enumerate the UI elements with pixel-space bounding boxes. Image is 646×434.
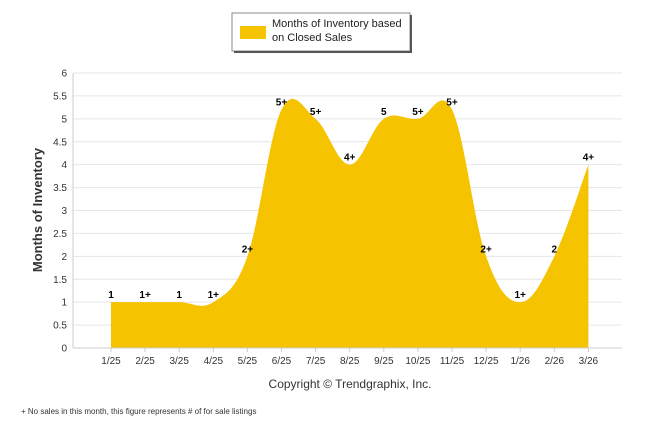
- data-labels: 1 1+ 1 1+ 2+ 5+ 5+ 4+ 5 5+ 5+ 2+ 1+ 2 4+: [108, 98, 595, 301]
- data-label: 1+: [514, 290, 526, 301]
- y-tick-label: 5.5: [53, 91, 67, 102]
- data-label: 2+: [480, 244, 492, 255]
- data-label: 5+: [412, 107, 424, 118]
- data-label: 1+: [139, 290, 151, 301]
- y-tick-label: 5: [61, 114, 67, 125]
- y-tick-label: 1.5: [53, 275, 67, 286]
- y-tick-label: 3: [61, 206, 67, 217]
- x-tick-label: 12/25: [474, 356, 499, 367]
- x-tick-label: 1/25: [101, 356, 121, 367]
- legend-label-line-1: Months of Inventory based: [272, 18, 402, 30]
- y-axis-title: Months of Inventory: [30, 147, 45, 272]
- data-label: 2+: [242, 244, 254, 255]
- data-label: 5: [381, 107, 387, 118]
- legend-shadow-right: [410, 15, 412, 53]
- legend: Months of Inventory based on Closed Sale…: [231, 12, 412, 53]
- y-tick-label: 2.5: [53, 229, 67, 240]
- data-label: 5+: [310, 107, 322, 118]
- legend-label-line-2: on Closed Sales: [272, 32, 353, 44]
- x-tick-label: 9/25: [374, 356, 394, 367]
- footnote-text: + No sales in this month, this figure re…: [21, 407, 256, 416]
- y-tick-label: 4.5: [53, 137, 67, 148]
- data-label: 4+: [583, 153, 595, 164]
- series-area: [111, 98, 589, 348]
- x-tick-labels: 1/25 2/25 3/25 4/25 5/25 6/25 7/25 8/25 9/25 10/2…: [101, 348, 599, 367]
- x-tick-label: 10/25: [405, 356, 430, 367]
- x-tick-label: 4/25: [204, 356, 224, 367]
- data-label: 2: [552, 244, 558, 255]
- axes: [72, 73, 622, 349]
- data-label: 5+: [446, 98, 458, 109]
- data-label: 1: [108, 290, 114, 301]
- y-tick-label: 2: [61, 252, 67, 263]
- x-tick-label: 3/25: [169, 356, 189, 367]
- copyright-text: Copyright © Trendgraphix, Inc.: [269, 377, 432, 391]
- x-tick-label: 3/26: [579, 356, 599, 367]
- x-tick-label: 7/25: [306, 356, 326, 367]
- x-tick-label: 2/26: [545, 356, 565, 367]
- data-label: 1: [176, 290, 182, 301]
- y-tick-label: 0.5: [53, 321, 67, 332]
- data-label: 5+: [276, 98, 288, 109]
- y-tick-label: 1: [61, 298, 67, 309]
- legend-swatch: [240, 26, 266, 39]
- x-tick-label: 5/25: [238, 356, 258, 367]
- y-tick-label: 3.5: [53, 183, 67, 194]
- y-tick-label: 6: [61, 69, 67, 80]
- x-tick-label: 2/25: [135, 356, 155, 367]
- data-label: 1+: [208, 290, 220, 301]
- y-tick-labels: 0 0.5 1 1.5 2 2.5 3 3.5 4 4.5 5 5.5 6: [53, 69, 67, 355]
- x-tick-label: 11/25: [440, 356, 465, 367]
- data-label: 4+: [344, 153, 356, 164]
- x-tick-label: 8/25: [340, 356, 360, 367]
- y-tick-label: 0: [61, 344, 67, 355]
- legend-shadow-bottom: [234, 51, 412, 53]
- x-tick-label: 6/25: [272, 356, 292, 367]
- y-tick-label: 4: [61, 160, 67, 171]
- x-tick-label: 1/26: [510, 356, 530, 367]
